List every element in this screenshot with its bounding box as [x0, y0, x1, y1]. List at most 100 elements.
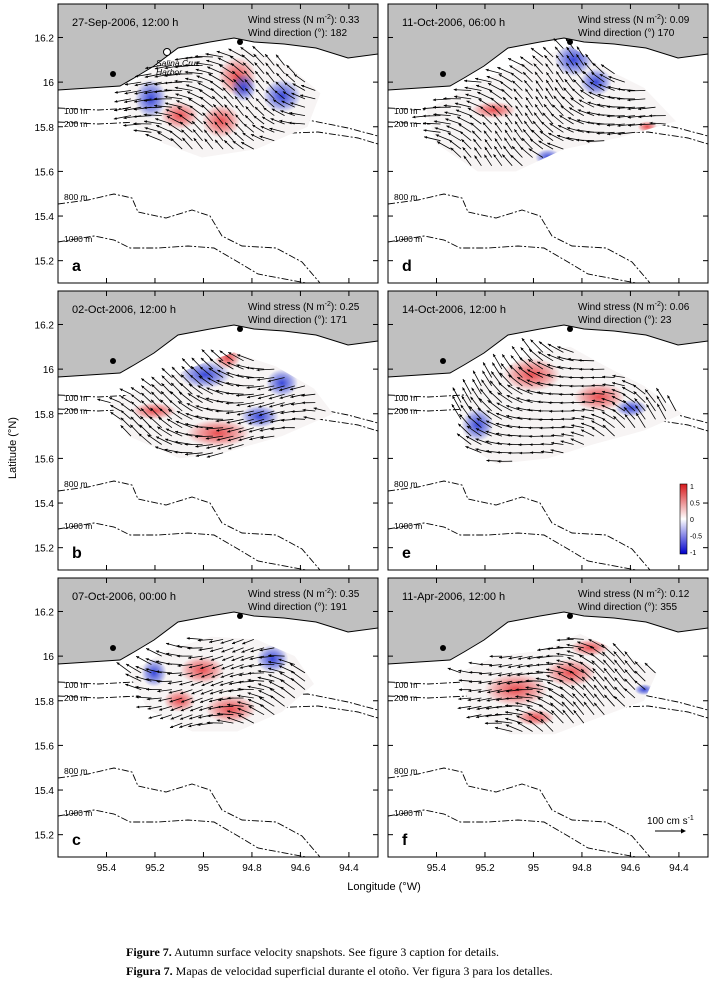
y-tick-label-a-1: 15.4 — [35, 212, 55, 223]
vector-head-a-118 — [213, 104, 217, 108]
vector-head-d-116 — [560, 105, 564, 109]
vector-head-c-130 — [198, 715, 202, 719]
vector-head-d-146 — [628, 124, 631, 127]
vector-head-e-25 — [492, 362, 495, 366]
vector-head-d-167 — [607, 132, 611, 136]
vector-head-d-29 — [486, 75, 490, 79]
x-tick-label-f-2: 95 — [528, 863, 540, 874]
vector-head-d-84 — [466, 100, 470, 104]
vector-head-d-211 — [502, 154, 506, 158]
vector-head-c-110 — [280, 686, 284, 690]
vector-head-a-103 — [245, 97, 249, 101]
vector-head-d-154 — [482, 122, 486, 126]
vector-head-e-44 — [526, 379, 530, 383]
vector-head-d-65 — [489, 90, 493, 93]
vector-head-c-7 — [176, 644, 180, 648]
vector-head-b-91 — [195, 405, 199, 408]
vector-head-c-38 — [230, 666, 234, 670]
vector-head-a-100 — [212, 96, 216, 100]
vector-head-c-93 — [268, 681, 273, 684]
vectors-c — [116, 637, 306, 729]
vector-b-37 — [246, 385, 265, 389]
isobath-label-100-e: 100 m — [394, 393, 418, 403]
vector-head-a-30 — [231, 63, 235, 67]
vector-head-f-67 — [557, 672, 561, 676]
vector-head-b-23 — [246, 376, 250, 380]
vector-d-185 — [586, 140, 605, 142]
vector-head-f-86 — [570, 677, 574, 681]
vector-head-b-95 — [237, 412, 241, 416]
vector-head-d-205 — [520, 147, 524, 150]
vector-head-a-18 — [253, 54, 257, 58]
vector-f-7 — [588, 638, 605, 649]
vector-e-1 — [530, 339, 544, 353]
vector-head-f-69 — [581, 669, 585, 673]
vector-head-f-91 — [624, 678, 628, 682]
vector-head-f-37 — [447, 667, 451, 671]
vector-head-e-146 — [561, 425, 565, 429]
panel-title-c: 07-Oct-2006, 00:00 h — [72, 591, 176, 603]
vector-head-c-23 — [222, 658, 226, 661]
vector-head-c-79 — [125, 683, 129, 687]
vector-head-f-136 — [573, 701, 576, 705]
vector-head-c-33 — [177, 664, 181, 668]
vector-f-141 — [505, 717, 523, 724]
vector-head-a-145 — [144, 127, 148, 130]
vector-head-f-135 — [561, 701, 565, 705]
vector-head-e-139 — [486, 420, 490, 424]
vector-head-b-114 — [215, 419, 219, 423]
vector-head-f-9 — [499, 656, 503, 659]
vector-head-d-210 — [493, 154, 497, 158]
vector-head-c-14 — [250, 649, 254, 653]
vector-head-a-144 — [133, 129, 137, 132]
vector-head-c-87 — [209, 691, 214, 695]
vector-head-e-138 — [476, 418, 480, 421]
vector-head-d-173 — [472, 130, 476, 134]
vector-e-17 — [527, 358, 544, 370]
vector-head-a-7 — [252, 46, 256, 49]
vector-head-b-101 — [302, 408, 306, 412]
vector-f-82 — [525, 686, 543, 690]
vector-head-d-45 — [487, 83, 492, 86]
vector-head-a-156 — [260, 126, 264, 129]
vector-head-f-53 — [614, 659, 618, 663]
vector-head-c-29 — [136, 656, 140, 659]
vector-head-e-105 — [571, 409, 575, 412]
vector-head-b-123 — [120, 417, 124, 421]
vector-c-45 — [125, 663, 142, 674]
panel-frame-b — [57, 290, 379, 571]
vector-head-d-164 — [576, 129, 580, 132]
vector-head-a-137 — [235, 114, 239, 118]
panel-c-map: 100 m 200 m 800 m 1000 m — [58, 578, 378, 857]
vector-head-d-128 — [445, 118, 449, 122]
vector-head-e-120 — [496, 412, 500, 416]
vector-head-c-35 — [200, 666, 204, 669]
vector-head-c-122 — [248, 699, 252, 702]
vector-head-d-59 — [627, 89, 631, 93]
panel-b: 100 m 200 m 800 m 1000 m 02-Oct-2006, 12:00 … — [35, 290, 379, 571]
vector-head-d-149 — [423, 129, 427, 132]
vector-e-59 — [507, 384, 523, 395]
vector-head-f-110 — [457, 706, 461, 710]
vector-head-e-60 — [516, 387, 520, 390]
isobath-label-800-c: 800 m — [64, 766, 88, 776]
vector-head-f-131 — [515, 708, 519, 712]
vector-head-e-52 — [612, 382, 616, 385]
vector-head-c-74 — [247, 678, 251, 682]
vector-b-71 — [196, 395, 214, 403]
vector-head-d-8 — [520, 56, 524, 60]
vector-head-a-84 — [245, 88, 249, 92]
panel-letter-b: b — [72, 545, 82, 562]
vector-head-e-183 — [485, 449, 489, 453]
vector-head-d-7 — [508, 58, 512, 61]
vector-head-d-134 — [515, 113, 519, 117]
vector-head-c-137 — [170, 725, 174, 728]
vector-head-c-0 — [186, 637, 190, 640]
vector-e-98 — [496, 402, 513, 412]
vector-head-c-70 — [210, 683, 214, 687]
vector-head-a-170 — [170, 138, 174, 142]
vector-e-94 — [461, 395, 472, 412]
vector-head-f-90 — [614, 677, 618, 681]
isobath-label-1000-a: 1000 m — [64, 234, 92, 244]
vector-d-58 — [617, 88, 636, 91]
